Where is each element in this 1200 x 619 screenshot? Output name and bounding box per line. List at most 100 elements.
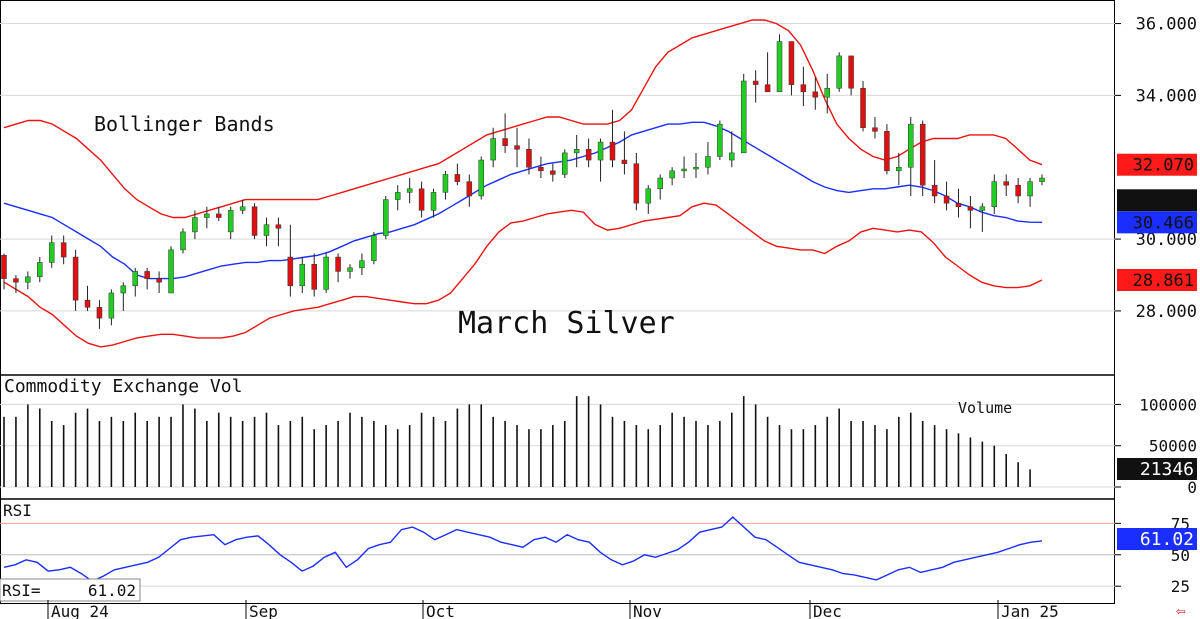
candle-down [919, 120, 926, 196]
candle-body [108, 292, 115, 319]
candle-down [514, 127, 520, 168]
price-axis: 36.000 34.000 30.000 28.000 [1115, 15, 1197, 322]
candle-body [729, 152, 735, 161]
candle-body [275, 224, 282, 229]
candle-up [681, 156, 687, 179]
candle-up [442, 170, 449, 200]
candle-body [192, 217, 198, 233]
price-marker-badge [1117, 269, 1197, 292]
candle-body [430, 192, 437, 211]
candle-up [359, 253, 365, 276]
price-gridlines [0, 23, 1115, 312]
candle-body [132, 271, 138, 287]
rsi-tick-label: 25 [1171, 577, 1190, 596]
candle-down [609, 109, 616, 168]
candle-body [621, 159, 628, 164]
price-tick-label: 36.000 [1136, 15, 1197, 35]
rsi-line [3, 516, 1043, 583]
rsi-readout-label: RSI= [2, 581, 41, 600]
candle-body [1003, 181, 1009, 186]
bands-annotation: Bollinger Bands [94, 112, 275, 136]
candle-body [681, 168, 687, 172]
candle-body [454, 174, 461, 182]
candle-body [37, 262, 43, 278]
candle-up [562, 149, 568, 179]
candle-down [72, 249, 79, 311]
candle-up [394, 185, 401, 211]
candle-body [502, 138, 508, 146]
candle-down [84, 285, 91, 311]
candle-down [287, 224, 294, 297]
candle-body [800, 84, 807, 93]
candle-up [776, 34, 783, 93]
date-tick-label: Oct [426, 602, 455, 619]
date-tick-label: Jan 25 [1001, 602, 1059, 619]
candle-body [908, 123, 914, 168]
candle-down [60, 235, 67, 265]
band-middle [3, 121, 1043, 280]
price-marker-label: 30.466 [1133, 213, 1194, 233]
candle-body [13, 278, 19, 283]
candle-up [239, 199, 246, 214]
rsi-last-value: 61.02 [1140, 529, 1194, 550]
price-tick-label: 28.000 [1136, 302, 1197, 322]
date-tick-label: Nov [633, 602, 662, 619]
candle-up [717, 120, 723, 161]
candle-up [693, 152, 699, 179]
candle-up [740, 73, 747, 154]
candle-down [13, 275, 19, 293]
candle-body [478, 159, 484, 197]
candle-up [347, 264, 353, 279]
candle-body [180, 231, 186, 251]
candle-up [1027, 178, 1033, 207]
candle-down [156, 271, 162, 293]
candle-up [48, 235, 55, 268]
candle-down [848, 55, 854, 96]
candle-body [717, 123, 723, 157]
candle-body [573, 149, 580, 154]
candle-up [108, 289, 115, 326]
candle-body [788, 41, 795, 85]
candle-body [287, 256, 294, 287]
candle-body [919, 123, 926, 186]
candle-body [239, 206, 246, 211]
candle-body [931, 184, 938, 197]
candle-up [204, 206, 210, 229]
candle-body [597, 141, 604, 161]
candle-body [311, 263, 317, 290]
candle-body [967, 206, 974, 211]
candle-down [251, 203, 258, 240]
volume-tick-label: 0 [1187, 478, 1197, 497]
candle-body [251, 206, 258, 236]
volume-last-badge [1117, 458, 1197, 480]
candle-body [1, 255, 7, 279]
candle-up [490, 127, 496, 168]
candle-down [800, 66, 807, 107]
candle-down [931, 160, 938, 204]
candle-body [359, 260, 365, 269]
candle-body [1039, 177, 1045, 182]
volume-tick-label: 50000 [1149, 437, 1197, 456]
candle-down [466, 174, 473, 207]
candle-body [526, 149, 532, 168]
candle-body [705, 156, 711, 168]
candle-body [585, 149, 592, 161]
scroll-left-arrow-icon[interactable]: ⇦ [1176, 601, 1186, 619]
rsi-last-badge [1117, 528, 1197, 550]
candle-body [979, 206, 986, 211]
candle-body [609, 141, 616, 161]
rsi-series [3, 516, 1043, 583]
candle-up [120, 282, 127, 311]
candle-down [955, 188, 962, 218]
price-marker-badge [1117, 211, 1197, 234]
candle-up [180, 228, 186, 254]
volume-tick-label: 100000 [1139, 395, 1197, 414]
bollinger-bands [3, 19, 1043, 348]
candle-body [204, 213, 210, 218]
candle-up [657, 174, 663, 200]
candle-down [967, 195, 974, 229]
price-marker-label: 32.070 [1133, 156, 1194, 176]
candle-body [514, 145, 520, 150]
candle-down [943, 181, 950, 211]
candle-up [836, 52, 842, 92]
